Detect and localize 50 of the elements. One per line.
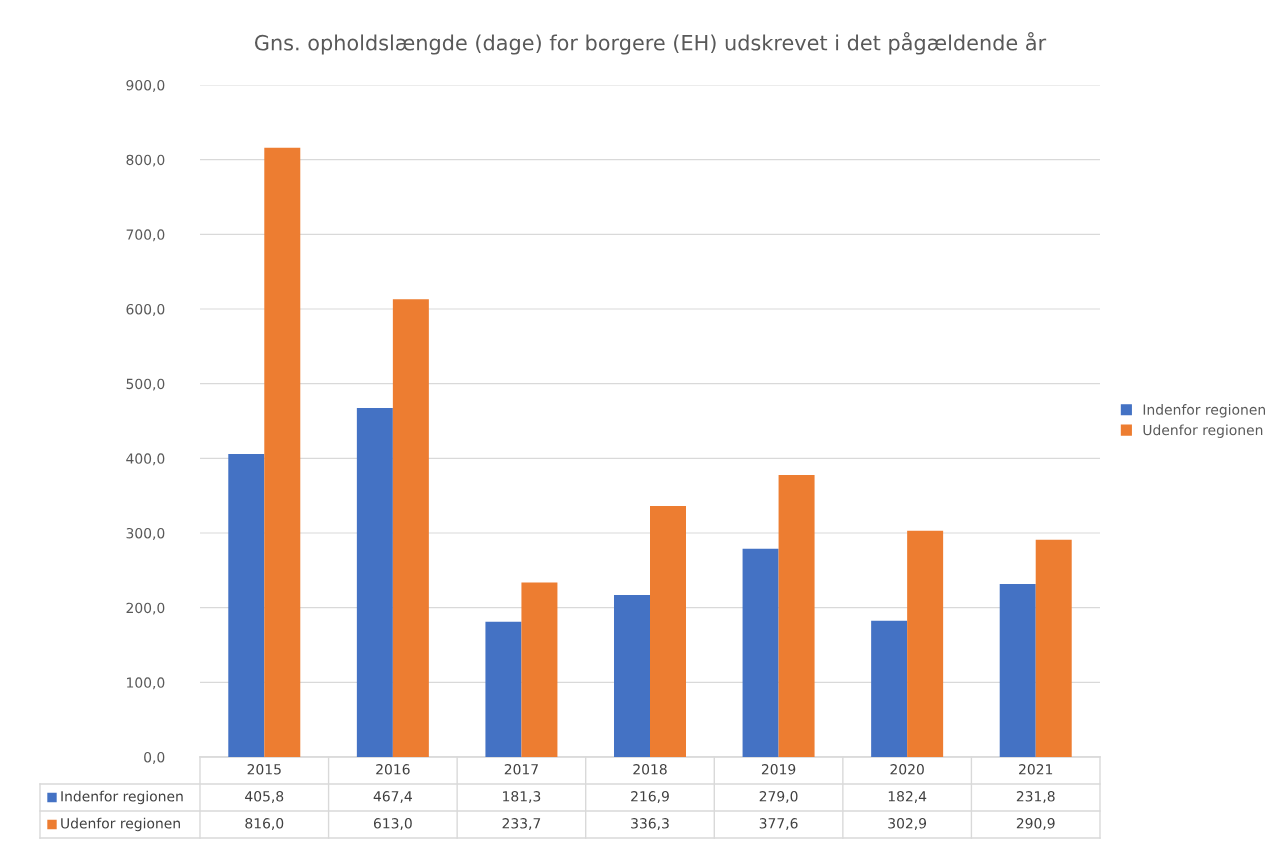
bar <box>871 620 908 757</box>
data-label: 613,0 <box>373 818 412 830</box>
bar <box>742 548 779 757</box>
x-tick-label: 2018 <box>633 764 667 775</box>
legend-label: Udenfor regionen <box>1143 424 1263 438</box>
bar <box>778 475 815 757</box>
data-label: 816,0 <box>245 818 284 830</box>
data-label: 233,7 <box>502 818 541 830</box>
data-label: 181,3 <box>503 791 541 803</box>
data-label: 302,9 <box>888 818 927 830</box>
data-label: 182,4 <box>888 791 927 803</box>
y-tick-label: 100,0 <box>127 677 165 690</box>
x-tick-label: 2017 <box>504 764 538 775</box>
bar <box>485 621 522 757</box>
bar <box>392 299 429 757</box>
y-tick-label: 200,0 <box>126 602 165 615</box>
x-tick-label: 2021 <box>1019 764 1053 775</box>
bar <box>650 505 686 757</box>
y-tick-label: 700,0 <box>126 229 165 242</box>
bar <box>521 582 558 757</box>
data-label: 336,3 <box>631 818 669 830</box>
text: Indenfor regionen <box>1143 404 1265 418</box>
text: Udenfor regionen <box>61 817 180 832</box>
y-tick-label: 800,0 <box>126 154 165 167</box>
bar <box>264 147 301 757</box>
bar <box>907 530 944 757</box>
data-label: 216,9 <box>631 791 669 803</box>
bar <box>614 595 650 757</box>
y-tick-label: 300,0 <box>126 527 165 540</box>
y-tick-label: 600,0 <box>126 303 165 316</box>
y-tick-label: 0,0 <box>144 751 165 764</box>
data-label: 231,8 <box>1016 791 1055 803</box>
x-tick-label: 2020 <box>890 764 924 775</box>
bar <box>999 583 1036 757</box>
data-label: 405,8 <box>245 791 284 803</box>
legend-label: Indenfor regionen <box>61 790 183 805</box>
bar <box>1035 539 1072 757</box>
data-label: 467,4 <box>373 791 412 803</box>
x-tick-label: 2015 <box>247 764 281 775</box>
bar <box>356 408 393 757</box>
x-tick-label: 2016 <box>376 764 410 775</box>
y-tick-label: 500,0 <box>126 378 165 391</box>
y-tick-label: 400,0 <box>126 453 165 466</box>
data-label: 377,6 <box>759 818 798 830</box>
x-tick-label: 2019 <box>761 764 796 775</box>
data-label: 290,9 <box>1016 818 1055 830</box>
y-tick-label: 900,0 <box>126 79 165 92</box>
data-label: 279,0 <box>759 791 798 803</box>
chart-title: Gns. opholdslængde (dage) for borgere (EH) udskrevet i det pågældende år <box>254 31 1047 55</box>
bar <box>228 454 265 757</box>
